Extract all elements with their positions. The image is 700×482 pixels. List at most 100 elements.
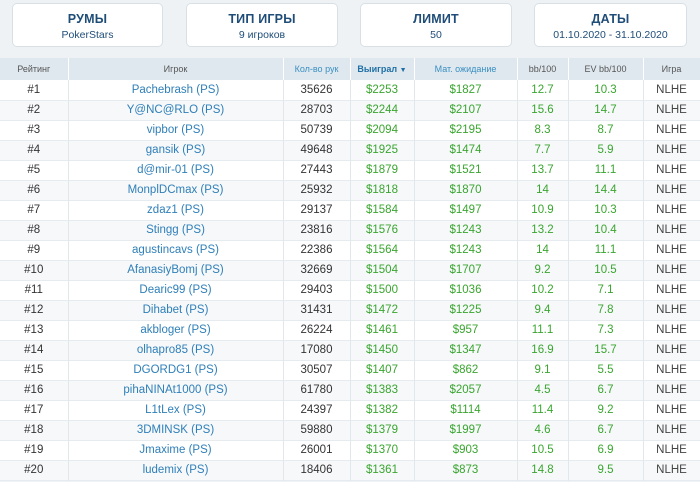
cell-player[interactable]: akbloger (PS)	[68, 320, 284, 340]
cell-player[interactable]: DGORDG1 (PS)	[68, 360, 284, 380]
table-row: #7 zdaz1 (PS) 29137 $1584 $1497 10.9 10.3 NLHE	[0, 200, 700, 220]
cell-player[interactable]: pihaNINAt1000 (PS)	[68, 380, 284, 400]
header-won[interactable]: Выиграл ▼	[350, 58, 415, 80]
cell-player[interactable]: L1tLex (PS)	[68, 400, 284, 420]
cell-won: $1584	[350, 200, 415, 220]
header-game[interactable]: Игра	[643, 58, 700, 80]
cell-bb100: 9.2	[517, 260, 569, 280]
table-row: #12 Dihabet (PS) 31431 $1472 $1225 9.4 7.8 NLHE	[0, 300, 700, 320]
cell-player[interactable]: AfanasiyBomj (PS)	[68, 260, 284, 280]
cell-player[interactable]: gansik (PS)	[68, 140, 284, 160]
cell-rank: #8	[0, 220, 69, 240]
cell-evbb100: 9.5	[568, 460, 644, 480]
cell-game: NLHE	[643, 340, 700, 360]
header-evbb100[interactable]: EV bb/100	[568, 58, 644, 80]
cell-bb100: 14	[517, 180, 569, 200]
cell-evbb100: 11.1	[568, 240, 644, 260]
cell-bb100: 10.2	[517, 280, 569, 300]
cell-player[interactable]: agustincavs (PS)	[68, 240, 284, 260]
cell-won: $1925	[350, 140, 415, 160]
cell-player[interactable]: Jmaxime (PS)	[68, 440, 284, 460]
cell-rank: #5	[0, 160, 69, 180]
cell-won: $1564	[350, 240, 415, 260]
cell-evbb100: 10.5	[568, 260, 644, 280]
cell-player[interactable]: 3DMINSK (PS)	[68, 420, 284, 440]
table-row: #5 d@mir-01 (PS) 27443 $1879 $1521 13.7 11.1 NL…	[0, 160, 700, 180]
cell-bb100: 11.1	[517, 320, 569, 340]
cell-evbb100: 8.7	[568, 120, 644, 140]
header-rank[interactable]: Рейтинг	[0, 58, 69, 80]
filter-dates[interactable]: ДАТЫ 01.10.2020 - 31.10.2020	[534, 3, 687, 47]
cell-player[interactable]: Dearic99 (PS)	[68, 280, 284, 300]
cell-hands: 50739	[283, 120, 351, 140]
cell-bb100: 7.7	[517, 140, 569, 160]
cell-player[interactable]: Stingg (PS)	[68, 220, 284, 240]
filter-game-type-title: ТИП ИГРЫ	[228, 12, 296, 26]
cell-hands: 30507	[283, 360, 351, 380]
table-header-row: Рейтинг Игрок Кол-во рук Выиграл ▼ Мат. …	[0, 58, 700, 80]
cell-evbb100: 10.3	[568, 80, 644, 100]
cell-game: NLHE	[643, 380, 700, 400]
cell-won: $1504	[350, 260, 415, 280]
cell-game: NLHE	[643, 80, 700, 100]
cell-evbb100: 7.3	[568, 320, 644, 340]
cell-ev: $1114	[414, 400, 518, 420]
cell-player[interactable]: zdaz1 (PS)	[68, 200, 284, 220]
cell-player[interactable]: Pachebrash (PS)	[68, 80, 284, 100]
cell-ev: $1521	[414, 160, 518, 180]
filter-dates-title: ДАТЫ	[591, 12, 630, 26]
header-won-label: Выиграл	[357, 64, 398, 74]
table-row: #8 Stingg (PS) 23816 $1576 $1243 13.2 10.4 NLHE	[0, 220, 700, 240]
cell-hands: 59880	[283, 420, 351, 440]
cell-won: $1461	[350, 320, 415, 340]
table-row: #9 agustincavs (PS) 22386 $1564 $1243 14 11.1 N…	[0, 240, 700, 260]
cell-game: NLHE	[643, 360, 700, 380]
cell-player[interactable]: ludemix (PS)	[68, 460, 284, 480]
filter-rooms[interactable]: РУМЫ PokerStars	[12, 3, 163, 47]
cell-game: NLHE	[643, 160, 700, 180]
cell-hands: 32669	[283, 260, 351, 280]
cell-bb100: 14.8	[517, 460, 569, 480]
cell-game: NLHE	[643, 280, 700, 300]
cell-player[interactable]: Dihabet (PS)	[68, 300, 284, 320]
cell-bb100: 11.4	[517, 400, 569, 420]
cell-hands: 61780	[283, 380, 351, 400]
filter-game-type-value: 9 игроков	[238, 29, 286, 41]
cell-won: $1407	[350, 360, 415, 380]
header-hands[interactable]: Кол-во рук	[283, 58, 351, 80]
cell-hands: 27443	[283, 160, 351, 180]
cell-player[interactable]: MonplDCmax (PS)	[68, 180, 284, 200]
filter-limit[interactable]: ЛИМИТ 50	[360, 3, 512, 47]
cell-evbb100: 7.8	[568, 300, 644, 320]
cell-rank: #19	[0, 440, 69, 460]
cell-ev: $2107	[414, 100, 518, 120]
cell-game: NLHE	[643, 220, 700, 240]
cell-rank: #12	[0, 300, 69, 320]
cell-bb100: 8.3	[517, 120, 569, 140]
cell-evbb100: 10.3	[568, 200, 644, 220]
table-body: #1 Pachebrash (PS) 35626 $2253 $1827 12.7 10.3…	[0, 80, 700, 480]
cell-won: $1370	[350, 440, 415, 460]
header-player[interactable]: Игрок	[68, 58, 284, 80]
cell-ev: $1225	[414, 300, 518, 320]
cell-bb100: 9.4	[517, 300, 569, 320]
filter-game-type[interactable]: ТИП ИГРЫ 9 игроков	[186, 3, 338, 47]
cell-player[interactable]: d@mir-01 (PS)	[68, 160, 284, 180]
cell-won: $1361	[350, 460, 415, 480]
cell-hands: 23816	[283, 220, 351, 240]
header-ev[interactable]: Мат. ожидание	[414, 58, 518, 80]
cell-player[interactable]: olhapro85 (PS)	[68, 340, 284, 360]
cell-rank: #13	[0, 320, 69, 340]
cell-hands: 26001	[283, 440, 351, 460]
cell-player[interactable]: vipbor (PS)	[68, 120, 284, 140]
cell-rank: #11	[0, 280, 69, 300]
cell-player[interactable]: Y@NC@RLO (PS)	[68, 100, 284, 120]
header-bb100[interactable]: bb/100	[517, 58, 569, 80]
cell-game: NLHE	[643, 180, 700, 200]
cell-won: $1576	[350, 220, 415, 240]
sort-down-icon: ▼	[399, 67, 407, 74]
cell-game: NLHE	[643, 140, 700, 160]
cell-ev: $1827	[414, 80, 518, 100]
cell-bb100: 4.5	[517, 380, 569, 400]
cell-evbb100: 14.7	[568, 100, 644, 120]
